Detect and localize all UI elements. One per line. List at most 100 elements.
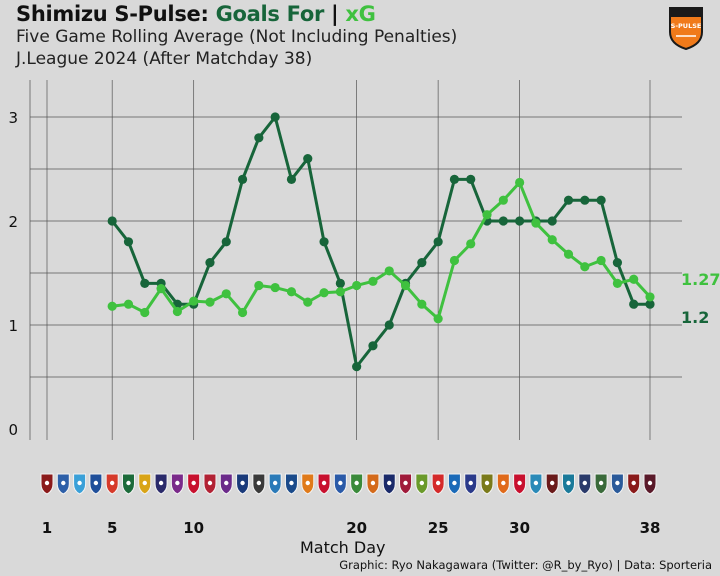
x-tick-label: 1 [42,519,52,537]
data-point-xg [515,177,525,188]
subtitle-line-1: Five Game Rolling Average (Not Including… [16,27,458,47]
data-point-xg [286,287,297,297]
x-axis-label: Match Day [300,538,386,557]
series-line-xg [111,181,652,321]
badge-emblem [44,480,50,486]
opponent-badge-23 [399,473,413,495]
data-point-goals-for [286,174,297,184]
opponent-badge-29 [496,473,510,495]
data-point-goals-for [303,154,313,164]
data-point-goals-for [352,362,362,372]
opponent-badge-10 [187,473,201,495]
data-point-goals-for [107,216,117,226]
data-point-xg [319,288,329,298]
data-point-xg [254,280,264,291]
data-point-xg [156,284,166,294]
badge-emblem [452,480,457,486]
data-point-xg [531,218,541,228]
title-goals: Goals For [215,2,325,26]
data-point-goals-for [368,341,378,351]
series-line-goals-for [111,115,650,369]
badge-emblem [501,480,506,486]
opponent-badge-25 [431,473,445,495]
badge-emblem [77,480,82,486]
y-tick-label: 2 [8,213,18,231]
data-point-goals-for [612,258,623,268]
opponent-badge-17 [301,473,315,495]
data-point-goals-for [335,278,345,288]
y-tick-label: 0 [8,421,18,439]
opponent-badge-22 [382,473,396,495]
data-point-xg [449,255,460,266]
data-point-xg [563,249,574,259]
opponent-badge-26 [447,473,461,495]
data-point-xg [629,274,639,284]
badge-emblem [435,480,441,486]
badge-emblem [354,480,359,486]
data-point-xg [400,280,411,291]
opponent-badge-20 [350,473,364,495]
data-point-goals-for [563,195,574,205]
badge-emblem [158,480,164,486]
data-point-xg [612,278,623,288]
data-point-goals-for [140,278,150,288]
x-tick-label: 25 [428,519,449,537]
opponent-badge-32 [545,473,559,495]
opponent-badge-21 [366,473,380,495]
opponent-badge-2 [56,473,70,495]
badge-emblem [598,480,604,486]
opponent-badge-18 [317,473,331,495]
data-point-goals-for [205,258,215,268]
end-label-goals-for: 1.2 [681,308,709,327]
data-point-xg [384,266,394,276]
badge-emblem [175,480,180,486]
opponent-badge-9 [170,473,184,495]
data-point-xg [482,210,492,220]
data-point-goals-for [221,237,231,247]
x-tick-label: 30 [509,519,530,537]
title-team: Shimizu S-Pulse: [16,2,209,26]
opponent-badge-33 [562,473,576,495]
opponent-badge-27 [464,473,478,495]
data-point-xg [123,299,134,309]
opponent-badge-24 [415,473,429,495]
data-point-goals-for [433,237,443,247]
opponent-badge-15 [268,473,282,495]
opponent-badge-6 [121,473,135,495]
opponent-badge-37 [627,473,641,495]
x-tick-label: 10 [183,519,204,537]
opponent-badge-3 [73,473,87,495]
data-point-goals-for [270,112,280,122]
badge-emblem [370,480,376,486]
x-tick-label: 5 [107,519,117,537]
data-point-xg [580,262,590,272]
data-point-xg [237,307,248,318]
badge-emblem [419,480,425,486]
data-point-goals-for [580,195,590,205]
data-point-xg [596,255,606,266]
badge-emblem [468,480,473,486]
data-point-xg [417,299,427,309]
data-point-xg [172,306,182,317]
badge-emblem [517,480,522,486]
data-point-goals-for [237,174,248,184]
opponent-badge-36 [610,473,624,495]
badge-emblem [533,480,539,486]
opponent-badge-28 [480,473,494,495]
badge-emblem [321,480,327,486]
badge-emblem [387,480,392,486]
data-point-goals-for [547,216,557,226]
badge-emblem [305,480,310,486]
data-point-goals-for [515,216,525,226]
opponent-badge-12 [219,473,233,495]
data-point-goals-for [629,299,639,309]
badge-emblem [631,480,636,486]
opponent-badge-13 [236,473,250,495]
badge-emblem [272,480,278,486]
data-point-goals-for [319,237,329,247]
data-point-xg [205,297,215,307]
data-point-xg [107,301,117,311]
data-point-xg [335,287,345,297]
badge-emblem [403,480,408,486]
badge-emblem [142,480,147,486]
